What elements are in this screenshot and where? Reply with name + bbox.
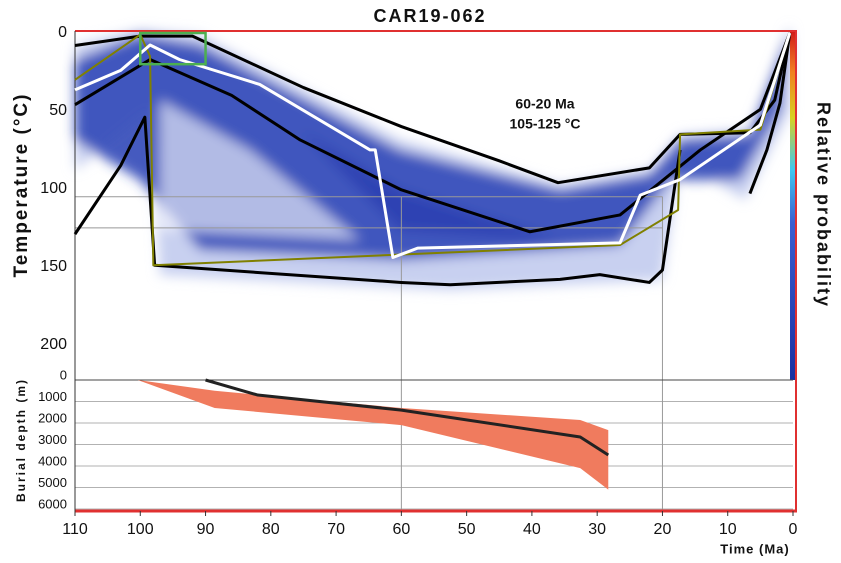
series-line [205,378,610,457]
x-tick-label: 80 [262,521,280,538]
depth-band [137,380,609,490]
series-line [74,32,792,185]
x-tick-label: 50 [458,521,476,538]
x-tick-label: 30 [588,521,606,538]
x-tick-label: 90 [197,521,215,538]
chart-title: CAR19-062 [373,6,486,26]
y-axis-label: Temperature (°C) [11,93,32,278]
y-tick-label: 200 [40,336,67,353]
y-tick-label: 100 [40,180,67,197]
colorbar-label: Relative probability [813,102,833,308]
y-tick-label: 6000 [38,496,67,511]
y-tick-label: 0 [58,24,67,41]
constraint-box [139,31,207,66]
x-tick-label: 110 [62,521,88,538]
y-axis-label: Burial depth (m) [14,378,28,502]
x-axis-label: Time (Ma) [720,541,789,556]
y-tick-label: 150 [40,258,67,275]
probability-density [75,25,790,290]
x-tick-label: 0 [789,521,798,538]
annotation: 105-125 °C [510,116,581,132]
annotation: 60-20 Ma [515,96,574,112]
y-tick-label: 2000 [38,410,67,425]
x-tick-label: 60 [392,521,410,538]
series-line [748,32,792,195]
x-tick-label: 100 [127,521,154,538]
y-tick-label: 5000 [38,475,67,490]
x-tick-label: 40 [523,521,541,538]
y-tick-label: 50 [49,102,67,119]
y-tick-label: 0 [60,367,67,382]
series-line [74,32,791,267]
series-line [74,32,792,260]
y-tick-label: 4000 [38,453,67,468]
x-tick-label: 70 [327,521,345,538]
x-tick-label: 20 [654,521,672,538]
x-tick-label: 10 [719,521,737,538]
y-tick-label: 1000 [38,389,67,404]
colorbar [790,30,797,380]
series-line [73,115,682,287]
y-tick-label: 3000 [38,432,67,447]
series-line [74,32,792,234]
